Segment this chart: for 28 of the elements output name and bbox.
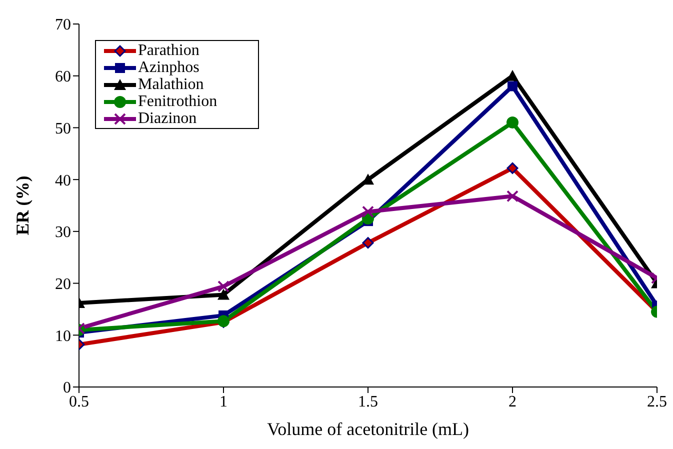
y-tick-label: 70 [55, 16, 71, 34]
x-axis-title: Volume of acetonitrile (mL) [266, 419, 470, 439]
y-tick-label: 20 [55, 276, 71, 293]
point [506, 162, 518, 174]
y-tick-label: 50 [55, 120, 71, 138]
y-tick-label: 40 [55, 172, 71, 190]
y-tick-label: 60 [55, 68, 71, 86]
point [218, 280, 230, 292]
point [362, 206, 374, 218]
point [506, 190, 518, 202]
y-tick-label: 10 [55, 328, 71, 345]
x-tick-label: 2.5 [647, 393, 667, 410]
y-axis-title: ER (%) [12, 176, 32, 236]
y-tick-label: 0 [63, 380, 71, 397]
point [508, 81, 518, 92]
point [218, 288, 230, 300]
x-tick-label: 2 [508, 393, 516, 410]
legend-label: Azinphos [138, 59, 200, 76]
legend-label: Parathion [138, 42, 200, 59]
legend-label: Malathion [138, 76, 204, 93]
point [506, 116, 518, 129]
point [362, 237, 374, 249]
legend-label: Fenitrothion [138, 93, 218, 110]
x-tick-label: 0.5 [69, 393, 89, 410]
y-tick-label: 30 [55, 224, 71, 242]
x-tick-label: 1 [220, 393, 228, 410]
legend-label: Diazinon [138, 110, 197, 127]
x-tick-label: 1.5 [358, 393, 378, 410]
